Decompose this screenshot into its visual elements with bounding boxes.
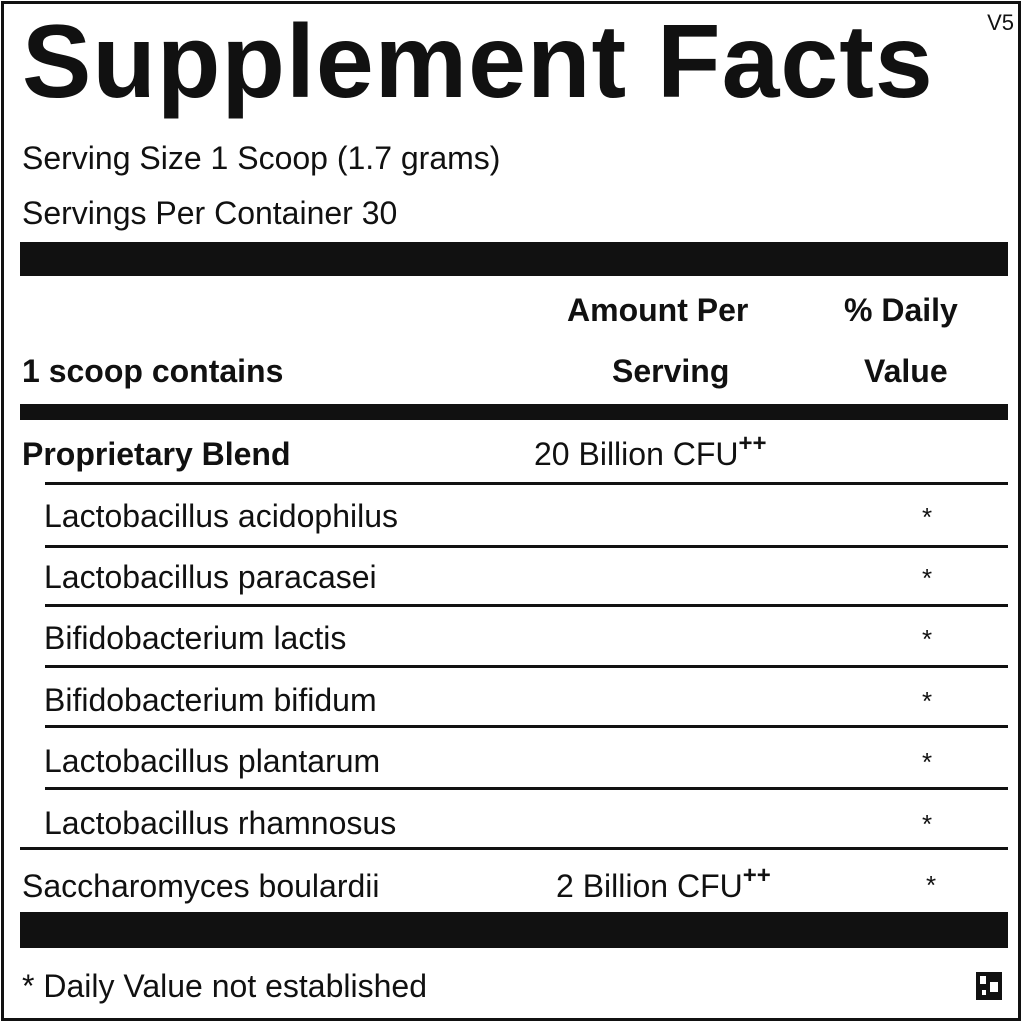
- row-divider: [20, 847, 1008, 850]
- ingredient-dv: *: [922, 624, 933, 654]
- extra-amount: 2 Billion CFU++: [556, 862, 771, 905]
- serving-size: Serving Size 1 Scoop (1.7 grams): [22, 140, 501, 176]
- ingredient-name: Lactobacillus rhamnosus: [44, 805, 397, 841]
- footnote: * Daily Value not established: [22, 968, 427, 1004]
- header-amount-2: Serving: [612, 353, 730, 389]
- servings-per-container: Servings Per Container 30: [22, 195, 398, 231]
- row-divider: [45, 665, 1008, 668]
- row-divider: [45, 725, 1008, 728]
- ingredient-dv: *: [922, 686, 933, 716]
- ingredient-name: Lactobacillus paracasei: [44, 559, 377, 595]
- header-dv-2: Value: [864, 353, 948, 389]
- ingredient-name: Bifidobacterium lactis: [44, 620, 347, 656]
- row-divider: [45, 545, 1008, 548]
- ingredient-name: Lactobacillus acidophilus: [44, 498, 398, 534]
- row-divider: [45, 482, 1008, 485]
- ingredient-dv: *: [922, 502, 933, 532]
- ingredient-name: Bifidobacterium bifidum: [44, 682, 377, 718]
- blend-name: Proprietary Blend: [22, 436, 291, 472]
- header-amount-1: Amount Per: [567, 292, 749, 328]
- ingredient-dv: *: [922, 747, 933, 777]
- version-label: V5: [987, 10, 1014, 35]
- ingredient-name: Lactobacillus plantarum: [44, 743, 381, 779]
- thick-divider: [20, 912, 1008, 948]
- extra-dv: *: [926, 870, 937, 900]
- blend-amount: 20 Billion CFU++: [534, 430, 767, 473]
- barcode-icon: [976, 972, 1002, 1000]
- header-contains: 1 scoop contains: [22, 353, 284, 389]
- ingredient-dv: *: [922, 809, 933, 839]
- extra-name: Saccharomyces boulardii: [22, 868, 380, 904]
- ingredient-dv: *: [922, 563, 933, 593]
- medium-divider: [20, 404, 1008, 420]
- label-title: Supplement Facts: [22, 4, 934, 120]
- row-divider: [45, 787, 1008, 790]
- row-divider: [45, 604, 1008, 607]
- header-dv-1: % Daily: [844, 292, 958, 328]
- thick-divider: [20, 242, 1008, 276]
